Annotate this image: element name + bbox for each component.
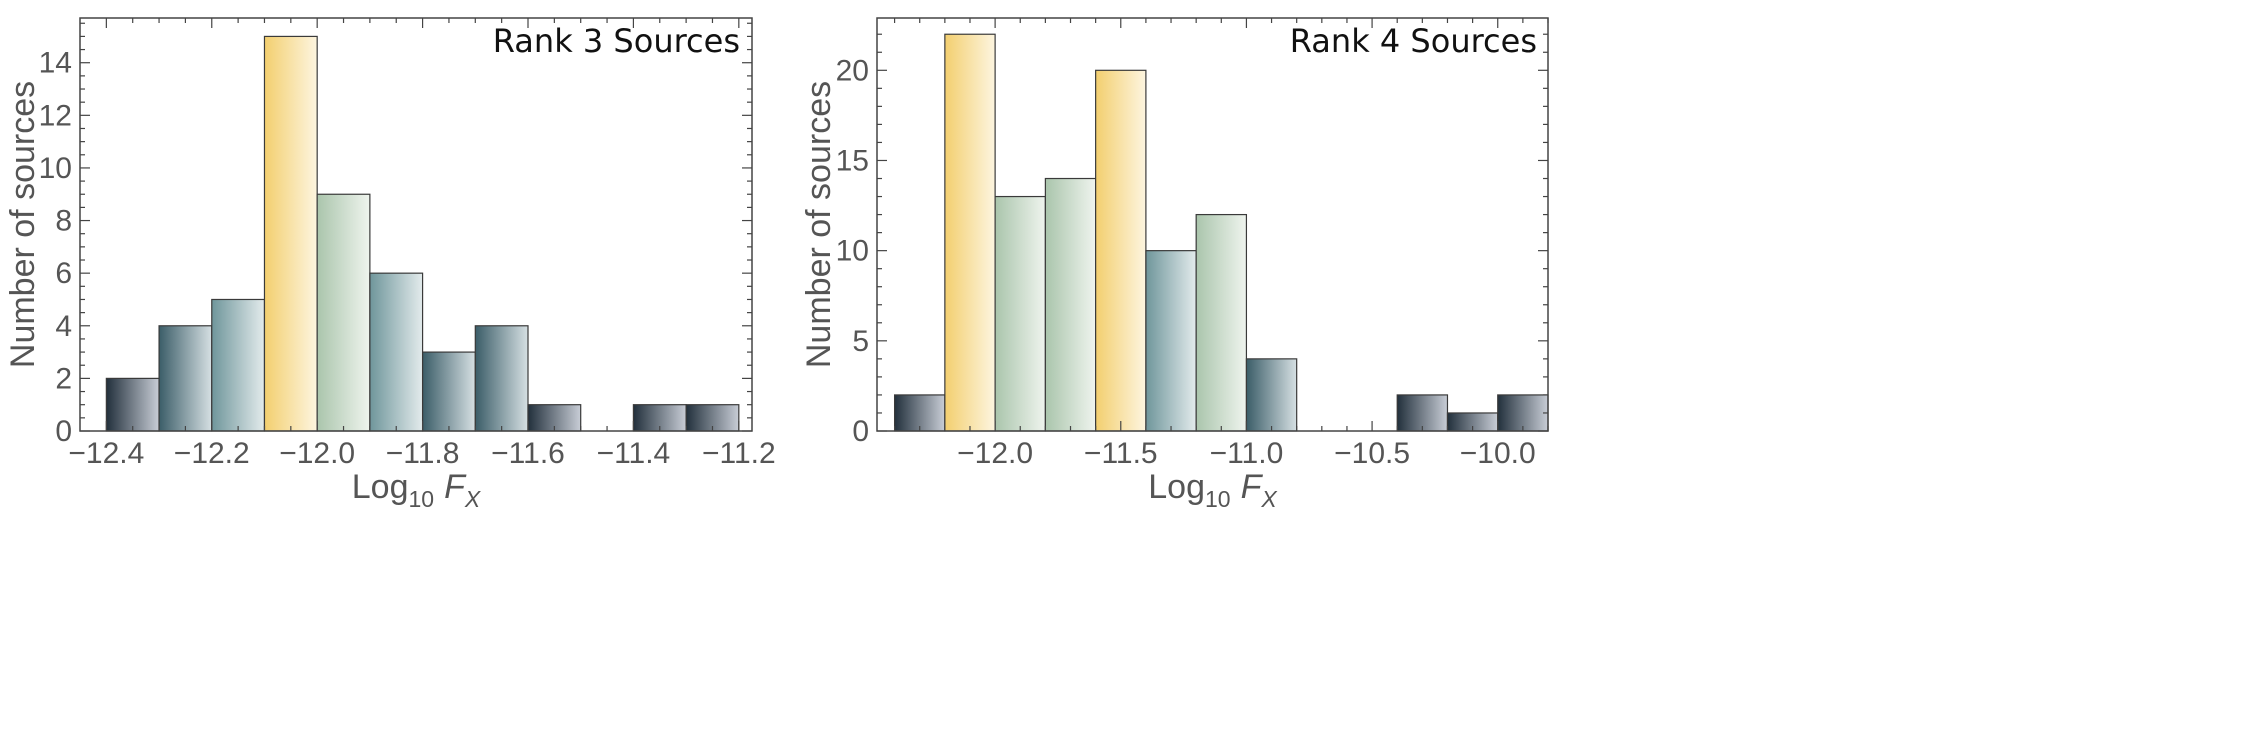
rank3-x-tick-labels: −12.4 −12.2 −12.0 −11.8 −11.6 −11.4 −11.2 (68, 437, 775, 470)
rank3-ticks (80, 18, 752, 432)
rank3-x-tick-label: −12.4 (68, 437, 144, 470)
rank3-x-axis-label: Log10 FX (352, 468, 482, 512)
rank4-bar-3 (1044, 177, 1097, 432)
rank4-bar-10 (1396, 394, 1449, 432)
rank3-histogram-panel: −12.4 −12.2 −12.0 −11.8 −11.6 −11.4 −11.2 0 2 4 6… (4, 17, 776, 512)
rank4-ticks (877, 18, 1549, 432)
rank4-bar-1 (944, 33, 996, 432)
rank4-x-tick-label: −12.0 (957, 437, 1033, 470)
rank3-y-tick-label: 10 (39, 152, 72, 185)
rank3-y-tick-labels: 0 2 4 6 8 10 12 14 (39, 47, 72, 448)
rank4-y-tick-label: 5 (852, 325, 869, 358)
rank3-bars (105, 35, 740, 432)
rank4-bar-6 (1195, 213, 1248, 432)
rank4-x-tick-label: −11.5 (1084, 437, 1158, 470)
rank3-x-label-var: F (444, 468, 467, 506)
rank4-x-tick-labels: −12.0 −11.5 −11.0 −10.5 −10.0 (957, 437, 1536, 470)
rank4-y-tick-label: 10 (836, 235, 869, 268)
rank3-x-tick-label: −11.8 (386, 437, 460, 470)
rank3-bar-4 (316, 193, 371, 432)
rank3-y-tick-label: 8 (55, 205, 72, 238)
rank4-bar-2 (994, 195, 1046, 432)
rank4-x-axis-label: Log10 FX (1148, 468, 1278, 512)
rank3-bar-2 (211, 298, 266, 432)
rank3-y-axis-label: Number of sources (4, 81, 42, 368)
rank4-bar-5 (1145, 250, 1197, 432)
rank3-y-tick-label: 0 (55, 415, 72, 448)
rank4-bar-0 (893, 394, 946, 432)
rank4-y-tick-labels: 0 5 10 15 20 (836, 54, 869, 448)
rank4-x-label-var: F (1241, 468, 1264, 506)
rank4-x-label-main: Log (1148, 468, 1205, 506)
rank3-bar-1 (158, 325, 213, 432)
rank3-y-tick-label: 12 (39, 99, 72, 132)
rank4-x-tick-label: −11.0 (1210, 437, 1284, 470)
rank4-y-tick-label: 15 (836, 144, 869, 177)
rank4-y-tick-label: 0 (852, 415, 869, 448)
rank4-bar-4 (1095, 69, 1147, 432)
rank3-bar-0 (105, 377, 160, 432)
rank3-plot-frame (79, 17, 753, 432)
rank3-y-tick-label: 4 (55, 310, 72, 343)
rank3-panel-title: Rank 3 Sources (493, 22, 740, 60)
rank4-plot-frame (876, 17, 1549, 432)
rank4-x-tick-label: −10.0 (1460, 437, 1536, 470)
rank4-bars (893, 33, 1549, 432)
rank4-x-label-sub: 10 (1205, 486, 1231, 512)
rank3-x-label-main: Log (352, 468, 409, 506)
rank4-panel-title: Rank 4 Sources (1290, 22, 1537, 60)
rank3-bar-7 (474, 325, 529, 432)
rank3-x-tick-label: −12.2 (174, 437, 250, 470)
rank3-y-tick-label: 6 (55, 257, 72, 290)
rank3-x-tick-label: −11.4 (597, 437, 671, 470)
rank3-bar-3 (263, 35, 318, 432)
rank4-y-tick-label: 20 (836, 54, 869, 87)
rank3-bar-5 (369, 272, 424, 432)
rank4-bar-7 (1245, 358, 1298, 432)
rank3-x-tick-label: −11.2 (702, 437, 776, 470)
rank4-x-label-varsub: X (1260, 486, 1278, 512)
rank3-x-tick-label: −12.0 (279, 437, 355, 470)
rank3-y-tick-label: 2 (55, 362, 72, 395)
rank3-y-tick-label: 14 (39, 47, 72, 80)
rank3-x-label-varsub: X (464, 486, 482, 512)
rank3-bar-6 (421, 351, 476, 432)
rank4-x-tick-label: −10.5 (1334, 437, 1410, 470)
rank4-histogram-panel: −12.0 −11.5 −11.0 −10.5 −10.0 0 5 10 15 20 Rank … (800, 17, 1549, 512)
rank3-x-label-sub: 10 (409, 486, 435, 512)
rank4-bar-12 (1497, 394, 1549, 432)
rank4-y-axis-label: Number of sources (800, 81, 838, 368)
rank3-x-tick-label: −11.6 (491, 437, 565, 470)
